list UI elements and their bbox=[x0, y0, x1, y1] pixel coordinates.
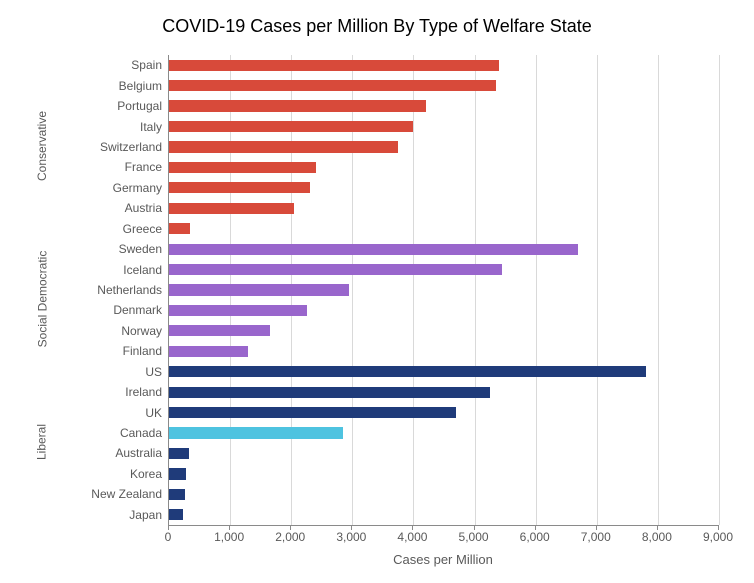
gridline bbox=[597, 55, 598, 525]
gridline bbox=[536, 55, 537, 525]
x-tick-label: 9,000 bbox=[703, 530, 733, 544]
country-label: Italy bbox=[140, 120, 162, 134]
x-tick-label: 2,000 bbox=[275, 530, 305, 544]
chart-container: COVID-19 Cases per Million By Type of We… bbox=[0, 0, 754, 583]
country-label: UK bbox=[145, 406, 162, 420]
bar bbox=[169, 100, 426, 111]
country-label: Austria bbox=[125, 201, 162, 215]
bar bbox=[169, 489, 185, 500]
country-label: Ireland bbox=[125, 385, 162, 399]
bar bbox=[169, 305, 307, 316]
plot-area bbox=[168, 55, 719, 526]
bar bbox=[169, 346, 248, 357]
bar bbox=[169, 80, 496, 91]
country-label: Spain bbox=[131, 58, 162, 72]
bar bbox=[169, 203, 294, 214]
bar bbox=[169, 325, 270, 336]
country-label: Sweden bbox=[119, 242, 162, 256]
bar bbox=[169, 509, 183, 520]
country-label: Switzerland bbox=[100, 140, 162, 154]
group-label: Social Democratic bbox=[35, 238, 49, 361]
country-label: Belgium bbox=[119, 79, 162, 93]
country-label: France bbox=[125, 160, 162, 174]
country-label: Greece bbox=[123, 222, 162, 236]
x-tick-label: 7,000 bbox=[581, 530, 611, 544]
gridline bbox=[413, 55, 414, 525]
bar bbox=[169, 264, 502, 275]
country-label: Iceland bbox=[123, 263, 162, 277]
group-label: Conservative bbox=[35, 54, 49, 238]
country-label: Korea bbox=[130, 467, 162, 481]
country-label: New Zealand bbox=[91, 487, 162, 501]
bar bbox=[169, 182, 310, 193]
x-tick-label: 5,000 bbox=[459, 530, 489, 544]
country-label: Finland bbox=[123, 344, 162, 358]
x-tick-label: 8,000 bbox=[642, 530, 672, 544]
country-label: US bbox=[145, 365, 162, 379]
group-label: Liberal bbox=[35, 361, 49, 524]
bar bbox=[169, 141, 398, 152]
x-tick-label: 4,000 bbox=[397, 530, 427, 544]
bar bbox=[169, 284, 349, 295]
chart-title: COVID-19 Cases per Million By Type of We… bbox=[0, 16, 754, 37]
country-label: Portugal bbox=[117, 99, 162, 113]
bar bbox=[169, 468, 186, 479]
bar bbox=[169, 223, 190, 234]
country-label: Denmark bbox=[113, 303, 162, 317]
bar bbox=[169, 60, 499, 71]
bar bbox=[169, 427, 343, 438]
country-label: Canada bbox=[120, 426, 162, 440]
bar bbox=[169, 448, 189, 459]
x-tick-label: 3,000 bbox=[336, 530, 366, 544]
country-label: Australia bbox=[115, 446, 162, 460]
gridline bbox=[719, 55, 720, 525]
gridline bbox=[475, 55, 476, 525]
country-label: Japan bbox=[129, 508, 162, 522]
country-label: Germany bbox=[113, 181, 162, 195]
bar bbox=[169, 387, 490, 398]
x-tick-label: 1,000 bbox=[214, 530, 244, 544]
country-label: Netherlands bbox=[97, 283, 162, 297]
x-tick-label: 6,000 bbox=[520, 530, 550, 544]
bar bbox=[169, 407, 456, 418]
country-label: Norway bbox=[121, 324, 162, 338]
bar bbox=[169, 162, 316, 173]
bar bbox=[169, 121, 413, 132]
x-axis-title: Cases per Million bbox=[168, 552, 718, 567]
x-tick-label: 0 bbox=[165, 530, 172, 544]
bar bbox=[169, 244, 578, 255]
bar bbox=[169, 366, 646, 377]
gridline bbox=[658, 55, 659, 525]
